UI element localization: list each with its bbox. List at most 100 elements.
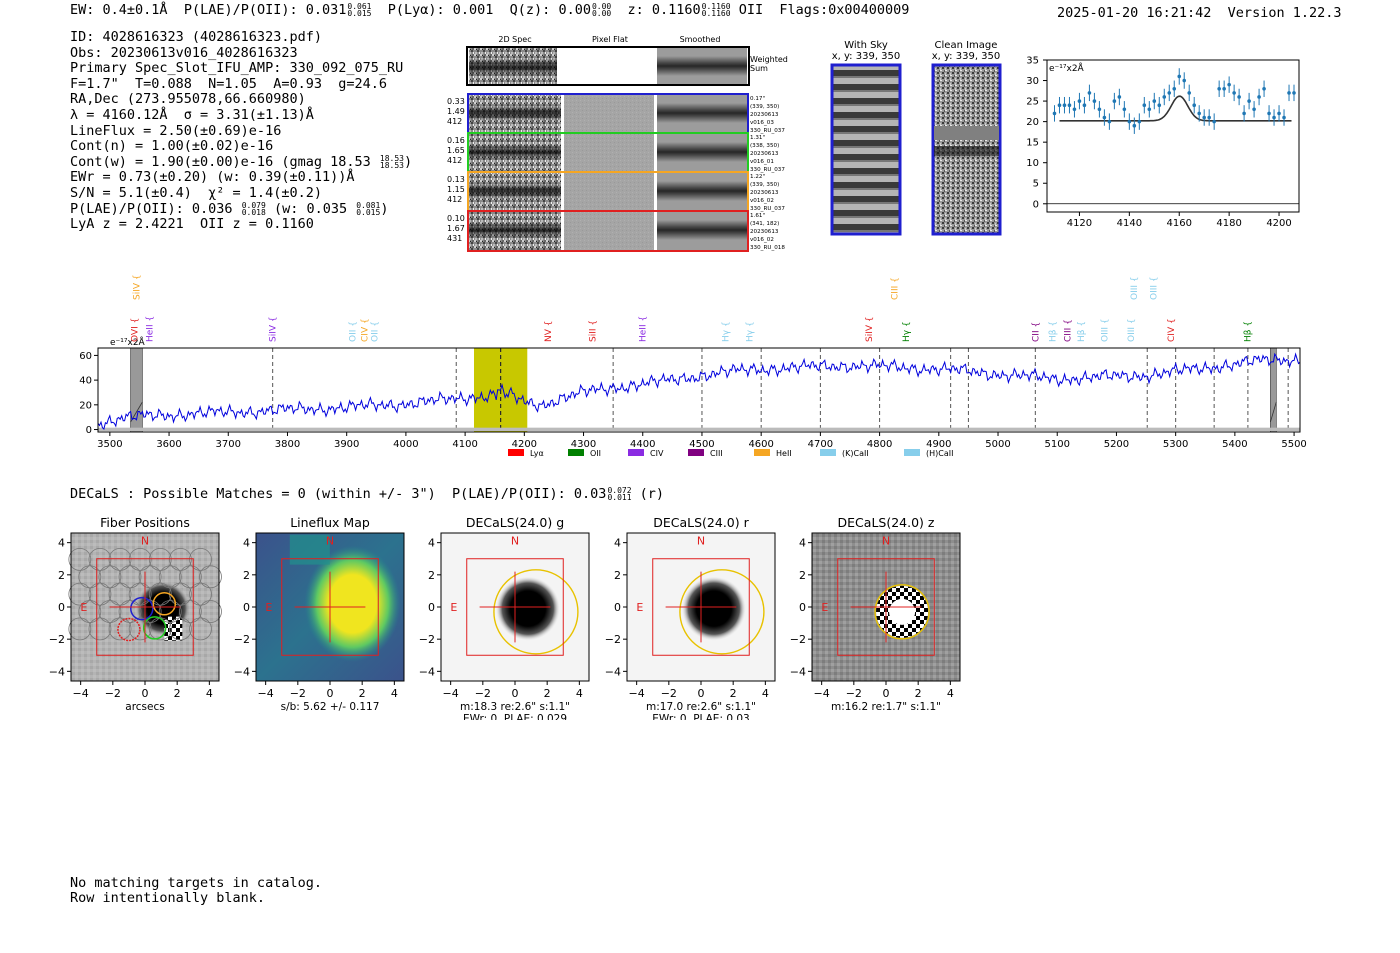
zoom-point [1227, 82, 1231, 87]
cutout-row-frame [467, 210, 749, 252]
cutout-2dspec-band [469, 222, 561, 238]
spectrum-xtick-label: 3900 [334, 439, 359, 450]
spectrum-ytick-label: 40 [79, 376, 92, 387]
panel-xtick-label: 0 [883, 687, 890, 700]
cutout-left-label: 1.49 [447, 107, 465, 116]
panel-ytick-label: −2 [605, 633, 621, 646]
zoom-point [1217, 86, 1221, 91]
fiber-circle [128, 547, 152, 571]
emission-line-label: Hβ { [1243, 321, 1253, 342]
zoom-xtick-label: 4140 [1117, 218, 1142, 229]
cutout-right-label: 0.17" [750, 96, 765, 102]
emission-line-name: OII { [349, 321, 359, 342]
cutout-gap [561, 212, 564, 250]
fiber-circle [118, 600, 142, 623]
panel-xtick-label: −4 [629, 687, 645, 700]
panel-source [304, 545, 401, 662]
emission-line-name: OIII { [1150, 276, 1160, 300]
cutout-left-label: 412 [447, 156, 462, 165]
panels-group: Fiber Positions N E 4 2 0 −2 −4 −4 −2 0 2 4 arcsecs Li… [49, 515, 961, 720]
zoom-point [1172, 86, 1177, 91]
clean-image-xy: x, y: 339, 350 [932, 51, 1001, 62]
cutout-left-label: 1.15 [447, 185, 465, 194]
zoom-point [1157, 103, 1162, 107]
cutout-left-label: 0.16 [447, 136, 465, 145]
cutout-gap [654, 173, 657, 211]
emission-line-label: Hγ { [722, 321, 732, 342]
emission-line-label: CII { [1031, 322, 1041, 342]
weighted-sum-label-2: Sum [750, 64, 768, 73]
panel-ytick-label: −4 [234, 665, 250, 678]
panel-xtick-label: 4 [206, 687, 213, 700]
emission-line-name: OIII { [1127, 318, 1137, 342]
footer: No matching targets in catalog. Row inten… [70, 876, 322, 906]
decals-end: (r) [639, 486, 665, 502]
panel-box [466, 558, 564, 656]
zoom-point [1167, 91, 1172, 95]
cutout-smoothed-band [657, 181, 747, 201]
cutout-gap [561, 95, 564, 133]
zoom-point [1147, 107, 1152, 112]
cutout-right-label: v016_03 [750, 120, 774, 126]
zoom-point [1082, 103, 1087, 107]
clean-image-title: Clean Image [935, 40, 998, 51]
zoom-point [1127, 119, 1132, 124]
panel-north: N [697, 534, 705, 547]
panel-north: N [141, 534, 149, 547]
col-2dspec-title: 2D Spec [498, 35, 531, 44]
fiber-circle [128, 582, 152, 606]
fiber-circle [108, 547, 132, 571]
panel-ytick-label: 2 [243, 569, 250, 582]
cutout-pixflat [564, 95, 654, 133]
legend-swatch [820, 449, 836, 456]
spectrum-xtick-label: 4800 [867, 439, 892, 450]
timestamp: 2025-01-20 16:21:42 Version 1.22.3 [1057, 5, 1342, 21]
spectrum-line [97, 352, 1301, 430]
zoom-point [1247, 99, 1251, 103]
spectrum-xtick-label: 4500 [689, 439, 714, 450]
zoom-point [1212, 119, 1216, 124]
zoom-ytick-label: 0 [1033, 199, 1039, 210]
legend-label: Lyα [530, 449, 544, 458]
cutout-left-label: 431 [447, 234, 462, 243]
zoom-ytick-label: 10 [1026, 158, 1039, 169]
panel-xtick-label: −2 [475, 687, 491, 700]
legend-label: (H)CaII [926, 449, 953, 458]
panel-ytick-label: −2 [49, 633, 65, 646]
zoom-point [1062, 103, 1067, 107]
zoom-point [1252, 107, 1256, 112]
info-contw-hi: 18.53 [379, 153, 404, 163]
fiber-circle [189, 617, 212, 641]
info-contn: Cont(n) = 1.00(±0.02)e-16 [70, 138, 274, 155]
fiber-circle [88, 547, 112, 571]
zoom-ytick-label: 35 [1026, 56, 1039, 67]
panel-xtick-label: −4 [258, 687, 274, 700]
panel-ytick-label: 2 [799, 569, 806, 582]
zoom-fit-curve [1059, 95, 1292, 122]
info-ewr: EWr = 0.73(±0.20) (w: 0.39(±0.11))Å [70, 169, 355, 186]
emission-line-label: CIV { [1167, 318, 1177, 342]
emission-line-label: OIII { [1150, 276, 1160, 300]
spectrum-xtick-label: 4600 [748, 439, 773, 450]
cutout-right-label: 330_RU_018 [750, 245, 785, 251]
zoom-point [1267, 111, 1271, 116]
panel-title: DECaLS(24.0) r [653, 515, 749, 530]
emission-line-label: OII { [349, 321, 359, 342]
fiber-circle [158, 565, 182, 589]
zoom-point [1117, 95, 1122, 99]
panel-aperture [493, 569, 579, 655]
info-contw-text: Cont(w) = 1.90(±0.00)e-16 (gmag 18.53 [70, 153, 371, 170]
panel-caption: arcsecs [125, 701, 164, 713]
panel-caption: s/b: 5.62 +/- 0.117 [281, 701, 380, 713]
zoom-point [1257, 95, 1261, 99]
emission-line-label: SiIV { [865, 316, 875, 342]
panel-ytick-label: −4 [49, 665, 65, 678]
legend-swatch [904, 449, 920, 456]
info-plae-w-hi: 0.081 [356, 200, 381, 210]
cutout-right-label: 20230613 [750, 151, 779, 157]
fiber-circle [68, 617, 92, 641]
panel-ytick-label: −4 [605, 665, 621, 678]
zoom-point [1142, 103, 1147, 107]
emission-line-label: OIII { [1101, 318, 1111, 342]
